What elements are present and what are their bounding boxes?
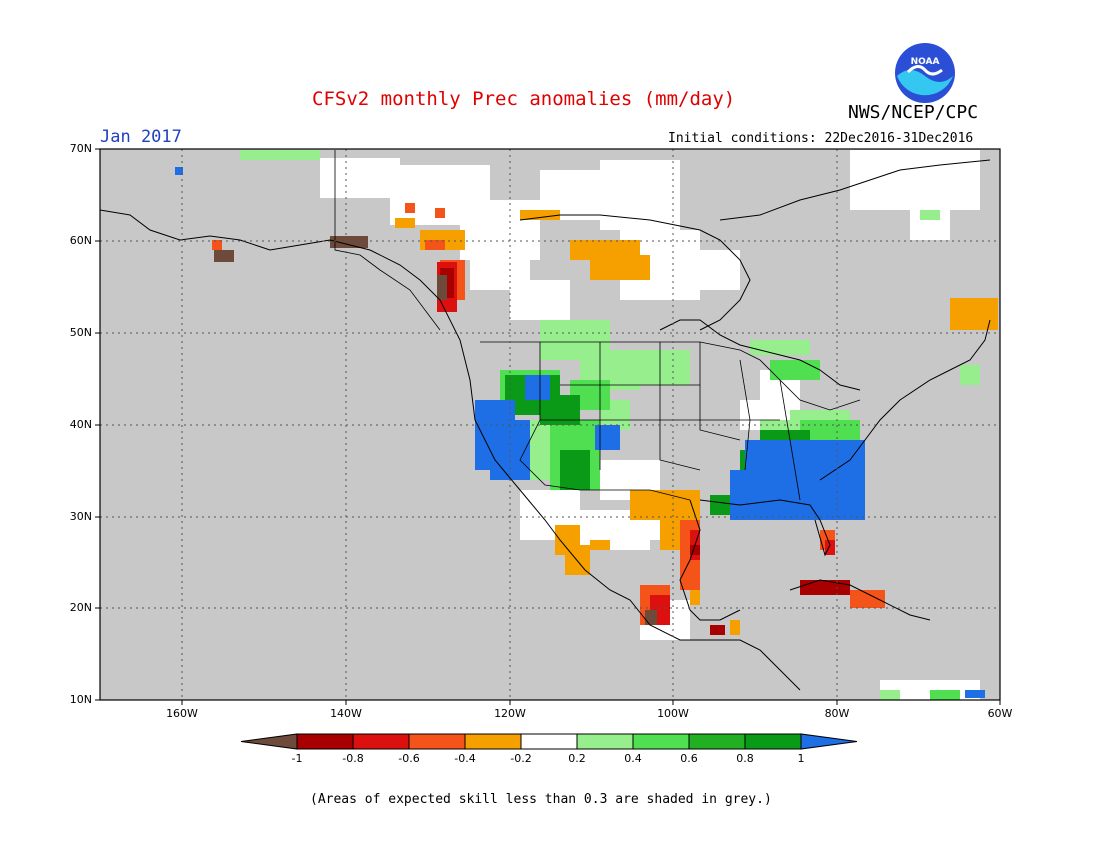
lat-label-70n: 70N [69,142,92,155]
colorbar-swatch [632,733,690,750]
map-title: CFSv2 monthly Prec anomalies (mm/day) [312,88,736,110]
initial-conditions: Initial conditions: 22Dec2016-31Dec2016 [668,131,974,146]
colorbar-tick: 0.8 [736,752,754,765]
colorbar-swatch [464,733,522,750]
colorbar-tick: 0.2 [568,752,586,765]
colorbar-arrow-left [240,733,298,750]
colorbar-swatch [296,733,354,750]
blue-regions [175,167,985,698]
colorbar-tick: -0.8 [342,752,364,765]
footnote: (Areas of expected skill less than 0.3 a… [310,792,772,807]
colorbar-tick: -0.6 [398,752,420,765]
colorbar-swatch [744,733,802,750]
lat-label-40n: 40N [69,418,92,431]
lon-label-120w: 120W [494,707,526,720]
lon-label-100w: 100W [657,707,689,720]
colorbar-swatch [688,733,746,750]
colorbar-swatches [240,733,858,750]
lon-label-60w: 60W [987,707,1013,720]
graticule [100,149,1000,700]
lat-label-50n: 50N [69,326,92,339]
coastlines [99,159,991,691]
agency-label: NWS/NCEP/CPC [848,102,979,123]
noaa-logo: NOAA [895,43,955,103]
colorbar-tick: -1 [291,752,303,765]
axis-ticks [95,148,1001,705]
colorbar-tick: -0.4 [454,752,476,765]
forecast-month: Jan 2017 [100,127,182,147]
colorbar-swatch [520,733,578,750]
colorbar-tick: 0.4 [624,752,642,765]
colorbar-swatch [408,733,466,750]
colorbar-tick: 1 [797,752,805,765]
political-borders [334,150,861,501]
brown-regions [214,236,657,625]
colorbar-tick: -0.2 [510,752,532,765]
lat-label-10n: 10N [69,693,92,706]
lat-label-60n: 60N [69,234,92,247]
colorbar-tick: 0.6 [680,752,698,765]
lon-label-140w: 140W [330,707,362,720]
logo-text: NOAA [911,57,940,67]
colorbar-arrow-right [800,733,858,750]
lat-label-30n: 30N [69,510,92,523]
lat-label-20n: 20N [69,601,92,614]
lon-label-80w: 80W [824,707,850,720]
colorbar-swatch [352,733,410,750]
lon-label-160w: 160W [166,707,198,720]
colorbar-swatch [576,733,634,750]
